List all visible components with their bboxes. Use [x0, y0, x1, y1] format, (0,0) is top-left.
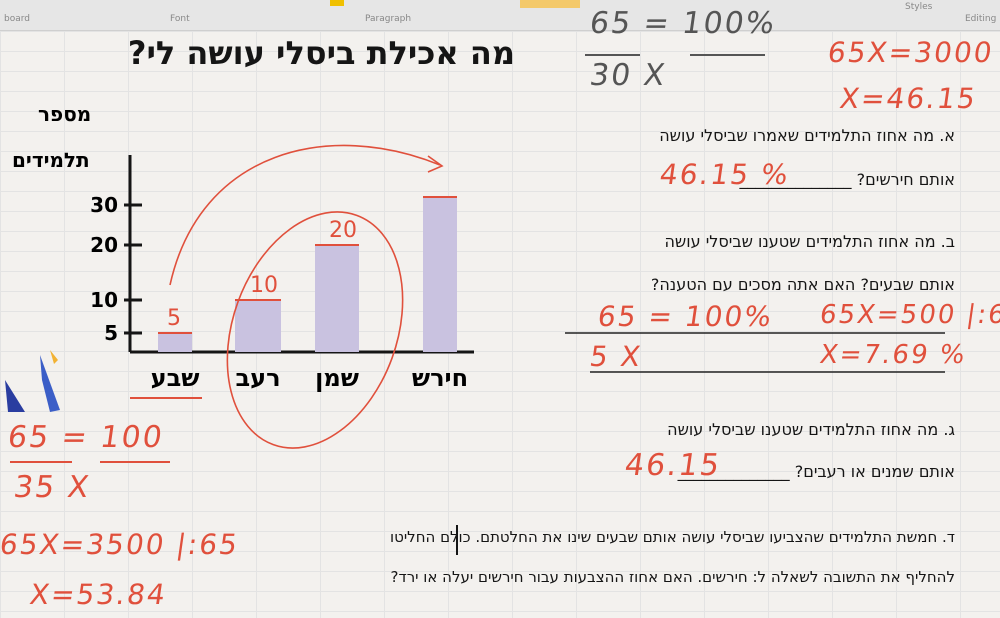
handwritten-arrow-arc — [169, 144, 441, 286]
chart-y-tick-label: 10 — [90, 288, 118, 312]
handwritten-top-fraction: 65 = 100% — [587, 6, 779, 41]
question-b-line1: ב. מה אחוז התלמידים שטענו שביסלי עושה — [664, 232, 955, 251]
chart-x-tick-label: חירש — [411, 364, 469, 392]
document-grid — [0, 31, 1000, 618]
question-a-line1: א. מה אחוז התלמידים שאמרו שביסלי עושה — [659, 126, 955, 145]
chart-bar — [315, 245, 359, 352]
handwritten-top-eq1: 65X=3000 — [825, 36, 996, 69]
chart-bar — [158, 333, 192, 352]
question-d-line1: ד. חמשת התלמידים שהצביעו שביסלי עושה אות… — [390, 528, 955, 546]
handwritten-b-fraction-top: 65 = 100% — [595, 300, 776, 333]
chart-x-tick-label: שבע — [150, 364, 200, 392]
chart-ylabel-line1: מספר — [38, 102, 92, 126]
handwritten-arrowhead — [427, 155, 444, 173]
chart-x-tick-label: שמן — [315, 364, 359, 392]
chart-ylabel-line2: תלמידים — [12, 148, 90, 172]
question-c-line2: אותם שמנים או רעבים? ______________ — [677, 462, 955, 481]
chart-bar — [423, 197, 457, 352]
handwritten-b-eq1: 65X=500 |:65 — [817, 300, 1000, 330]
chart-x-tick-label: רעב — [235, 364, 281, 392]
chart-y-tick-label: 5 — [104, 321, 118, 345]
ribbon-group-font[interactable]: Font — [170, 14, 190, 24]
ribbon-group-paragraph[interactable]: Paragraph — [365, 14, 412, 24]
handwritten-top-eq2: X=46.15 — [837, 82, 980, 115]
page-title: מה אכילת ביסלי עושה לי? — [127, 34, 515, 72]
handwritten-answer-c: 46.15 — [622, 448, 724, 483]
chart-data-label: 20 — [329, 218, 357, 243]
chart-y-tick-label: 20 — [90, 233, 118, 257]
ribbon-color-swatch[interactable] — [520, 0, 580, 8]
question-a-line2: אותם חירשים? ______________ — [739, 170, 955, 189]
pencil-icon — [5, 350, 60, 412]
handwritten-left-fraction-bottom: 35 X — [11, 470, 93, 505]
chart-bar — [235, 300, 281, 352]
handwritten-b-eq2: X=7.69 % — [817, 340, 969, 370]
chart-y-tick-label: 30 — [90, 193, 118, 217]
ribbon-group-clipboard[interactable]: board — [4, 14, 30, 24]
ribbon-color-swatch[interactable] — [330, 0, 344, 6]
handwritten-left-fraction-top: 65 = 100 — [5, 420, 167, 455]
handwritten-left-eq1: 65X=3500 |:65 — [0, 528, 242, 561]
handwritten-top-fraction-bottom: 30 X — [587, 58, 669, 93]
handwritten-circle — [226, 211, 404, 449]
question-b-line2: אותם שבעים? האם אתה מסכים עם הטענה? — [650, 275, 955, 294]
ribbon-group-editing[interactable]: Editing — [965, 14, 997, 24]
bar-chart: 5 10 20 5 10 20 30 — [90, 144, 474, 449]
chart-data-label: 5 — [167, 306, 181, 331]
ribbon-toolbar: board Font Paragraph Styles Editing — [0, 0, 1000, 31]
question-d-line2: להחליף את התשובה לשאלה ל: חירשים. האם אח… — [390, 568, 955, 586]
ribbon-group-styles[interactable]: Styles — [905, 2, 933, 12]
handwritten-b-fraction-bottom: 5 X — [587, 340, 645, 373]
handwritten-answer-a: 46.15 % — [657, 158, 792, 191]
question-c-line1: ג. מה אחוז התלמידים שטענו שביסלי עושה — [667, 420, 955, 439]
handwritten-left-eq2: X=53.84 — [27, 578, 170, 611]
chart-data-label: 10 — [250, 273, 278, 298]
